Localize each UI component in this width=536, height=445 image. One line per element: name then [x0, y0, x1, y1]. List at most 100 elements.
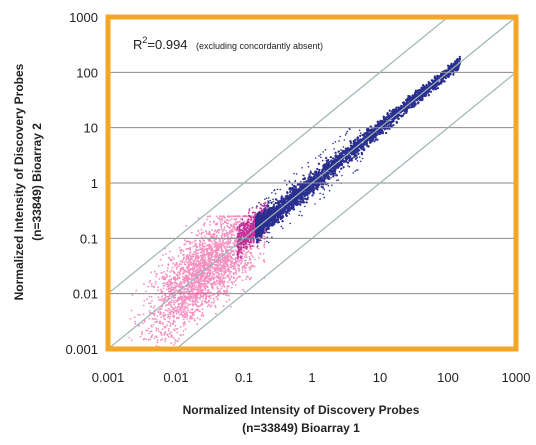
data-point — [247, 262, 249, 265]
data-point — [180, 314, 183, 316]
data-point — [244, 259, 246, 262]
data-point — [204, 287, 207, 290]
data-point — [190, 308, 193, 311]
data-point — [289, 190, 292, 194]
data-point — [215, 215, 218, 218]
data-point — [190, 231, 193, 234]
data-point — [318, 168, 321, 172]
data-point — [128, 337, 131, 339]
data-point — [233, 218, 236, 221]
data-point — [167, 320, 170, 323]
data-point — [212, 286, 214, 289]
data-point — [229, 230, 231, 233]
data-point — [217, 295, 219, 297]
data-point — [241, 269, 244, 271]
data-point — [216, 222, 219, 225]
data-point — [160, 334, 163, 336]
data-point — [244, 227, 246, 229]
data-point — [218, 276, 221, 278]
data-point — [189, 316, 192, 319]
data-point — [158, 308, 161, 311]
data-point — [257, 247, 260, 250]
data-point — [153, 270, 156, 273]
data-point — [261, 205, 264, 207]
data-point — [182, 318, 185, 321]
data-point — [152, 285, 155, 288]
data-point — [191, 241, 194, 244]
data-point — [150, 295, 153, 298]
data-point — [196, 286, 199, 289]
data-point — [156, 315, 159, 317]
data-point — [155, 327, 158, 330]
data-point — [186, 290, 189, 293]
data-point — [196, 317, 199, 319]
data-point — [200, 264, 203, 267]
data-point — [225, 219, 228, 221]
data-point — [245, 251, 248, 254]
data-point — [209, 259, 212, 262]
data-point — [263, 246, 266, 249]
data-point — [169, 287, 172, 289]
data-point — [175, 317, 178, 319]
data-point — [167, 263, 170, 266]
data-point — [173, 319, 175, 322]
data-point — [160, 297, 163, 300]
data-point — [158, 278, 161, 280]
data-point — [208, 254, 211, 257]
data-point — [195, 280, 198, 283]
data-point — [192, 297, 194, 300]
data-point — [176, 300, 179, 303]
data-point — [250, 216, 252, 219]
data-point — [183, 278, 186, 281]
data-point — [207, 278, 210, 280]
data-point — [169, 271, 172, 273]
data-point — [248, 227, 251, 230]
data-point — [242, 245, 245, 247]
data-point — [179, 306, 182, 309]
data-point — [209, 215, 211, 218]
data-point — [171, 310, 174, 313]
data-point — [206, 285, 209, 288]
data-point — [206, 305, 209, 308]
data-point — [192, 284, 195, 287]
data-point — [188, 240, 191, 243]
data-point — [209, 283, 212, 285]
data-point — [248, 209, 251, 212]
data-point — [214, 256, 216, 259]
data-point — [251, 245, 254, 247]
data-point — [222, 277, 225, 279]
data-point — [189, 242, 192, 245]
data-point — [253, 239, 255, 242]
data-point — [246, 230, 248, 232]
data-point — [211, 249, 213, 252]
data-point — [260, 209, 263, 212]
data-point — [223, 286, 226, 288]
data-point — [173, 265, 176, 267]
data-point — [200, 277, 203, 280]
data-point — [175, 339, 177, 342]
data-point — [238, 250, 241, 253]
data-point — [148, 295, 151, 298]
data-point — [228, 241, 230, 243]
data-point — [219, 240, 222, 243]
data-point — [227, 276, 230, 279]
data-point — [208, 230, 211, 233]
data-point — [184, 287, 187, 290]
data-point — [149, 338, 152, 341]
data-point — [193, 318, 196, 320]
data-point — [150, 324, 153, 327]
data-point — [232, 254, 234, 257]
data-point — [262, 253, 265, 255]
data-point — [200, 285, 202, 287]
data-point — [171, 308, 174, 311]
data-point — [222, 241, 224, 244]
data-point — [197, 288, 200, 291]
data-point — [234, 228, 237, 231]
data-point — [172, 322, 175, 324]
data-point — [225, 229, 227, 232]
data-point — [237, 255, 240, 258]
data-point — [244, 222, 247, 225]
data-point — [178, 276, 181, 279]
data-point — [184, 280, 187, 283]
data-point — [220, 235, 223, 238]
